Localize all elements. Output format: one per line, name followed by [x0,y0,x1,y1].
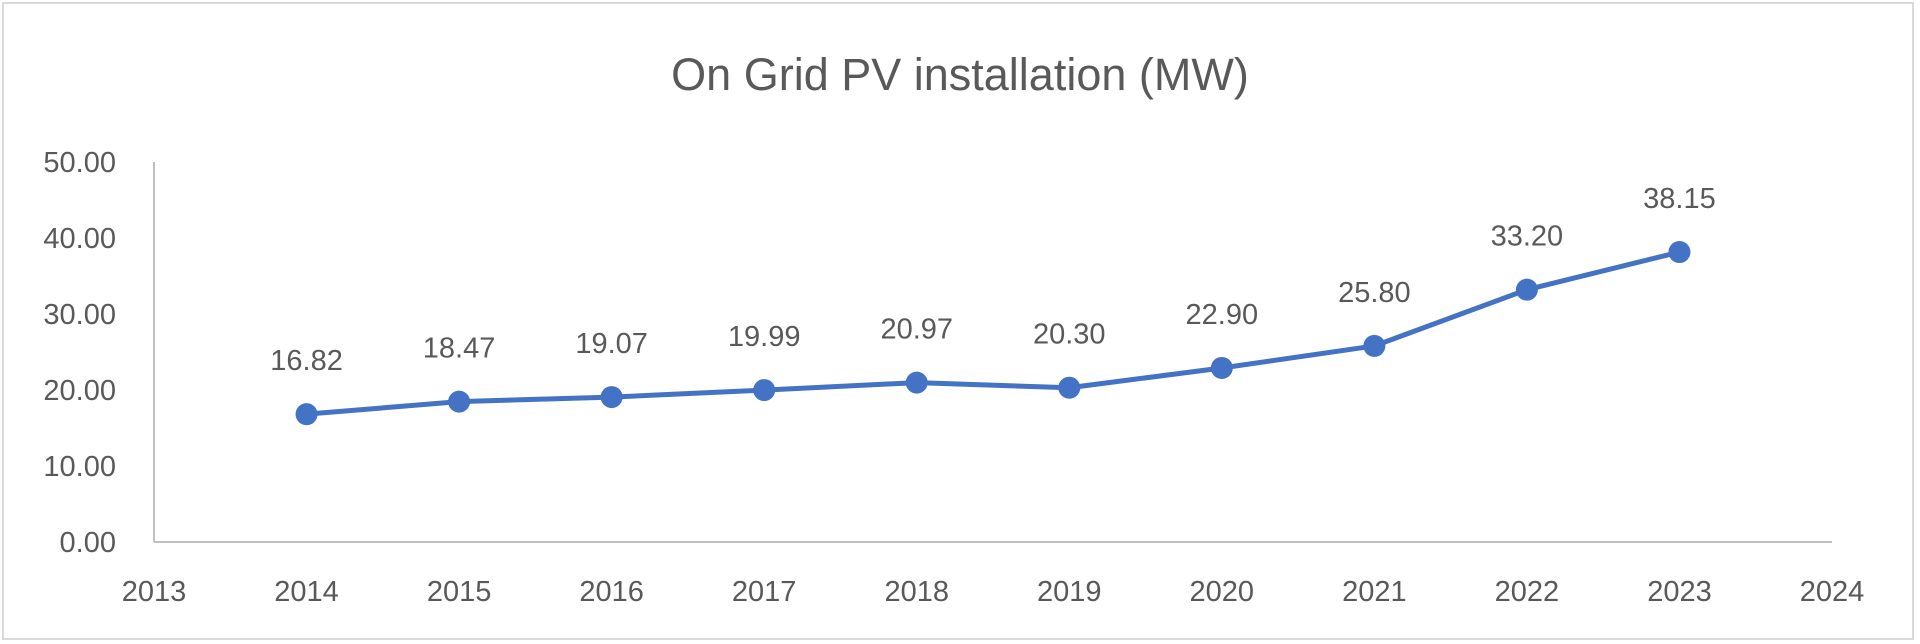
data-label: 20.30 [1033,319,1106,351]
y-tick-label: 10.00 [43,451,116,483]
x-tick-label: 2017 [732,576,797,608]
x-tick-label: 2020 [1190,576,1255,608]
y-tick-label: 20.00 [43,375,116,407]
x-tick-label: 2018 [884,576,949,608]
data-label: 33.20 [1491,221,1564,253]
data-label: 19.99 [728,321,801,353]
x-tick-label: 2015 [427,576,492,608]
x-tick-label: 2013 [122,576,187,608]
x-tick-label: 2022 [1495,576,1560,608]
y-tick-label: 40.00 [43,223,116,255]
data-label: 22.90 [1186,299,1259,331]
x-tick-label: 2024 [1800,576,1865,608]
chart-title: On Grid PV installation (MW) [671,49,1249,100]
data-point [1515,278,1538,301]
x-tick-label: 2023 [1647,576,1712,608]
data-point [1668,241,1691,264]
data-label: 19.07 [575,328,648,360]
series-line [306,249,1681,417]
x-tick-label: 2014 [274,576,339,608]
data-label: 16.82 [270,345,343,377]
data-label: 20.97 [880,314,953,346]
data-point [295,403,318,426]
data-point [753,379,776,402]
data-point [600,386,623,409]
data-label: 25.80 [1338,277,1411,309]
x-tick-label: 2021 [1342,576,1407,608]
data-point [1363,334,1386,357]
y-tick-label: 30.00 [43,299,116,331]
data-label: 18.47 [423,333,496,365]
data-point [905,371,928,394]
y-tick-label: 0.00 [60,527,116,559]
x-tick-label: 2019 [1037,576,1102,608]
x-tick-label: 2016 [579,576,644,608]
data-label: 38.15 [1643,183,1716,215]
data-point [1210,356,1233,379]
y-tick-label: 50.00 [43,147,116,179]
data-point [1058,376,1081,399]
data-point [448,390,471,413]
